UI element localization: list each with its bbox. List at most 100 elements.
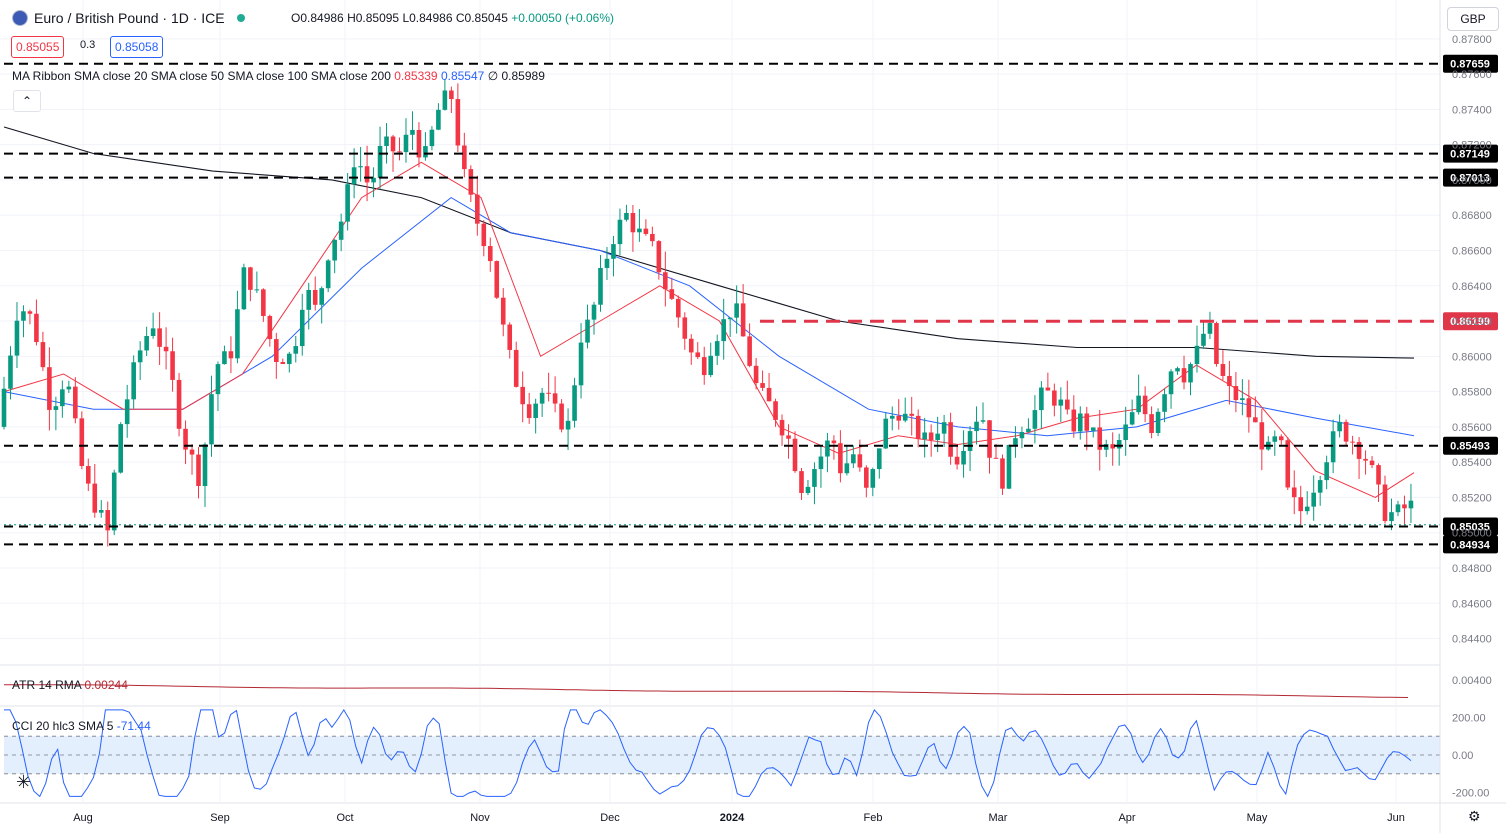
candle-body <box>183 428 188 450</box>
symbol-title-bar[interactable]: Euro / British Pound · 1D · ICE <box>12 10 245 26</box>
candle-body <box>481 223 487 247</box>
candle-body <box>1071 409 1077 432</box>
candle-body <box>351 167 357 185</box>
cci-line <box>4 708 1412 798</box>
candlesticks <box>1 79 1414 547</box>
cci-label: CCI 20 hlc3 SMA 5 <box>12 719 114 733</box>
cci-tick-label: 200.00 <box>1452 712 1486 724</box>
candle-body <box>818 456 824 470</box>
y-tick-label: 0.86600 <box>1452 245 1492 257</box>
y-tick-label: 0.85200 <box>1452 492 1492 504</box>
candle-body <box>60 389 65 407</box>
candle-body <box>948 422 953 457</box>
y-tick-label: 0.86800 <box>1452 210 1492 222</box>
candle-body <box>1369 460 1375 466</box>
candle-body <box>688 338 694 353</box>
candle-body <box>144 336 149 351</box>
ma-ribbon-legend[interactable]: MA Ribbon SMA close 20 SMA close 50 SMA … <box>12 69 545 83</box>
candle-body <box>650 233 655 242</box>
candle-body <box>325 260 331 289</box>
candle-body <box>1103 444 1109 450</box>
candle-body <box>384 136 389 147</box>
candle-body <box>1 388 7 427</box>
y-tick-label: 0.85600 <box>1452 422 1492 434</box>
candle-body <box>455 99 461 146</box>
candle-body <box>1065 399 1070 410</box>
ohlc-low: L0.84986 <box>402 11 453 25</box>
ma20-line <box>3 161 1415 498</box>
candle-body <box>27 311 33 314</box>
eur-gbp-flag-icon <box>12 10 28 26</box>
y-tick-label: 0.87000 <box>1452 175 1492 187</box>
candle-body <box>157 328 162 347</box>
candle-body <box>980 420 986 422</box>
candle-body <box>552 393 558 404</box>
buy-price-button[interactable]: 0.85058 <box>110 36 164 58</box>
sell-price-button[interactable]: 0.85055 <box>11 36 65 58</box>
candle-body <box>1142 395 1148 415</box>
candle-body <box>241 267 247 310</box>
candle-body <box>1181 368 1187 383</box>
ma200-value: 0.85989 <box>501 69 545 83</box>
candle-body <box>14 320 20 356</box>
candle-body <box>857 454 863 468</box>
candle-body <box>261 289 266 316</box>
cci-legend[interactable]: CCI 20 hlc3 SMA 5 -71.44 <box>12 719 151 733</box>
candle-body <box>1408 500 1414 509</box>
candle-body <box>902 413 908 421</box>
candle-body <box>1285 440 1291 488</box>
candle-body <box>319 288 324 305</box>
time-axis[interactable]: Aug Sep Oct Nov Dec 2024 Feb Mar Apr May Jun <box>73 812 1405 824</box>
candle-body <box>85 466 91 484</box>
candle-body <box>954 456 960 465</box>
candle-body <box>507 324 513 350</box>
candle-body <box>598 267 603 305</box>
candle-body <box>1058 399 1064 406</box>
ma20-value: 0.85339 <box>394 69 438 83</box>
candle-body <box>442 90 448 110</box>
candle-body <box>993 457 999 459</box>
candle-body <box>1259 422 1265 450</box>
candle-body <box>1343 421 1349 442</box>
candle-body <box>1246 398 1252 418</box>
candle-body <box>1052 390 1057 406</box>
x-tick-label: Feb <box>864 812 883 824</box>
y-tick-label: 0.87600 <box>1452 69 1492 81</box>
candle-body <box>118 424 124 473</box>
candle-body <box>520 386 525 405</box>
candle-body <box>585 319 590 343</box>
candle-body <box>1006 444 1012 489</box>
candle-body <box>1013 438 1018 445</box>
tradingview-logo[interactable]: ✳ <box>16 772 32 793</box>
candle-body <box>468 169 474 195</box>
candle-body <box>831 440 837 444</box>
candle-body <box>734 303 739 318</box>
level-price-label: 0.86199 <box>1450 316 1490 328</box>
candle-body <box>92 483 98 513</box>
atr-legend[interactable]: ATR 14 RMA 0.00244 <box>12 678 128 692</box>
candle-body <box>423 146 428 158</box>
candle-body <box>500 297 506 325</box>
candle-body <box>306 289 312 310</box>
candle-body <box>812 469 817 487</box>
y-tick-label: 0.86400 <box>1452 281 1492 293</box>
candle-body <box>773 401 778 420</box>
gear-icon[interactable]: ⚙ <box>1468 808 1481 824</box>
horizontal-levels[interactable]: 0.87659 0.87149 0.87013 0.86199 0.85493 0.850… <box>4 54 1498 554</box>
x-tick-label: Dec <box>600 812 620 824</box>
candle-body <box>675 298 681 318</box>
ohlc-change: +0.00050 (+0.06%) <box>511 11 614 25</box>
candle-body <box>1304 506 1310 512</box>
price-axis[interactable]: 0.87800 0.87600 0.87400 0.87200 0.87000 0.868… <box>1439 0 1492 833</box>
candle-body <box>656 241 662 273</box>
candle-body <box>462 145 467 170</box>
candle-body <box>1110 444 1115 449</box>
currency-button[interactable]: GBP <box>1447 7 1499 31</box>
candle-body <box>66 386 72 390</box>
x-tick-label: Jun <box>1387 812 1405 824</box>
spread-value: 0.3 <box>80 39 96 51</box>
candle-body <box>851 454 856 464</box>
chevron-up-icon[interactable]: ⌃ <box>13 90 41 112</box>
ohlc-readout: O0.84986 H0.85095 L0.84986 C0.85045 +0.0… <box>291 11 614 25</box>
